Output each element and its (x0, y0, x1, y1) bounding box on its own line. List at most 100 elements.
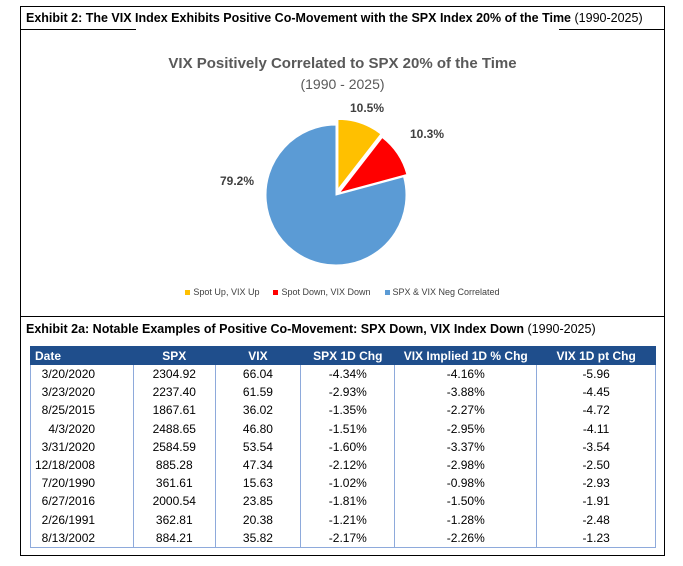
table-row: 8/25/2015 1867.61 36.02 -1.35% -2.27% -4.72 (29, 401, 656, 420)
table-cell: 2237.40 (133, 383, 216, 402)
pie-data-label-0: 10.5% (350, 101, 384, 115)
table-cell: -2.26% (394, 528, 538, 548)
table-cell: 2584.59 (133, 437, 216, 456)
table-row: 2/26/1991 362.81 20.38 -1.21% -1.28% -2.48 (29, 510, 656, 529)
table-cell: -1.02% (300, 474, 396, 493)
table-cell: -2.93 (536, 474, 656, 493)
exhibit-frame: Exhibit 2: The VIX Index Exhibits Positi… (20, 6, 665, 556)
table-cell: -4.16% (394, 364, 538, 384)
table-row: 7/20/1990 361.61 15.63 -1.02% -0.98% -2.93 (29, 474, 656, 493)
table-cell: 3/20/2020 (29, 364, 135, 384)
pie-data-label-2: 79.2% (220, 174, 254, 188)
column-header: SPX 1D Chg (300, 346, 396, 365)
table-cell: 885.28 (133, 455, 216, 475)
legend-label: SPX & VIX Neg Correlated (392, 287, 500, 297)
table-cell: 23.85 (214, 492, 302, 511)
title-rule-left (21, 29, 136, 30)
table-cell: -1.23 (536, 528, 656, 548)
table-cell: -2.48 (536, 510, 656, 529)
table-cell: -2.27% (394, 401, 538, 420)
table-cell: -1.60% (300, 437, 396, 456)
examples-table: Date SPX VIX SPX 1D Chg VIX Implied 1D % Chg… (29, 346, 656, 548)
column-header: VIX (214, 346, 302, 365)
table-cell: 1867.61 (133, 401, 216, 420)
table-header-row: Date SPX VIX SPX 1D Chg VIX Implied 1D % Chg… (29, 346, 656, 365)
table-row: 3/31/2020 2584.59 53.54 -1.60% -3.37% -3.54 (29, 437, 656, 456)
legend-item-1: Spot Down, VIX Down (273, 287, 371, 297)
table-cell: -1.51% (300, 419, 396, 438)
exhibit-2-title: Exhibit 2: The VIX Index Exhibits Positi… (26, 11, 643, 25)
table-cell: -3.54 (536, 437, 656, 456)
chart-legend: Spot Up, VIX Up Spot Down, VIX Down SPX & … (21, 287, 664, 297)
table-cell: -4.72 (536, 401, 656, 420)
table-cell: -2.93% (300, 383, 396, 402)
table-cell: 15.63 (214, 474, 302, 493)
table-cell: -1.21% (300, 510, 396, 529)
column-header: VIX Implied 1D % Chg (394, 346, 538, 365)
section-divider (21, 316, 664, 317)
column-header: Date (29, 346, 135, 365)
table-cell: 35.82 (214, 528, 302, 548)
legend-item-0: Spot Up, VIX Up (185, 287, 259, 297)
column-header: VIX 1D pt Chg (536, 346, 656, 365)
table-cell: 20.38 (214, 510, 302, 529)
chart-title: VIX Positively Correlated to SPX 20% of … (168, 55, 517, 72)
pie-chart: 10.5% 10.3% 79.2% (220, 101, 444, 266)
table-cell: 61.59 (214, 383, 302, 402)
chart-subtitle: (1990 - 2025) (300, 76, 385, 92)
column-header: SPX (133, 346, 216, 365)
table-cell: -3.37% (394, 437, 538, 456)
table-cell: -4.11 (536, 419, 656, 438)
title-rule-right (559, 29, 664, 30)
table-row: 8/13/2002 884.21 35.82 -2.17% -2.26% -1.23 (29, 528, 656, 548)
table-cell: 7/20/1990 (29, 474, 135, 493)
legend-item-2: SPX & VIX Neg Correlated (384, 287, 500, 297)
table-cell: -2.98% (394, 455, 538, 475)
table-cell: -2.12% (300, 455, 396, 475)
legend-label: Spot Down, VIX Down (281, 287, 371, 297)
table-cell: 3/31/2020 (29, 437, 135, 456)
table-cell: 8/25/2015 (29, 401, 135, 420)
table-cell: 8/13/2002 (29, 528, 135, 548)
pie-slice-2 (265, 124, 407, 266)
table-cell: 2000.54 (133, 492, 216, 511)
pie-slice-0 (337, 118, 382, 191)
table-cell: 6/27/2016 (29, 492, 135, 511)
table-cell: 4/3/2020 (29, 419, 135, 438)
table-cell: 36.02 (214, 401, 302, 420)
table-cell: 66.04 (214, 364, 302, 384)
pie-slice-1 (338, 136, 408, 194)
legend-swatch (185, 290, 191, 296)
table-cell: 3/23/2020 (29, 383, 135, 402)
table-cell: -1.28% (394, 510, 538, 529)
table-cell: -2.17% (300, 528, 396, 548)
pie-data-label-1: 10.3% (410, 127, 444, 141)
table-row: 12/18/2008 885.28 47.34 -2.12% -2.98% -2.50 (29, 455, 656, 475)
table-row: 3/20/2020 2304.92 66.04 -4.34% -4.16% -5.96 (29, 364, 656, 384)
legend-swatch (273, 290, 279, 296)
table-cell: -1.50% (394, 492, 538, 511)
table-cell: 12/18/2008 (29, 455, 135, 475)
table-cell: -5.96 (536, 364, 656, 384)
table-cell: 884.21 (133, 528, 216, 548)
table-cell: 2/26/1991 (29, 510, 135, 529)
table-cell: 361.61 (133, 474, 216, 493)
table-cell: -0.98% (394, 474, 538, 493)
table-cell: -2.50 (536, 455, 656, 475)
table-cell: -1.91 (536, 492, 656, 511)
table-cell: -4.45 (536, 383, 656, 402)
table-cell: 53.54 (214, 437, 302, 456)
table-cell: -1.81% (300, 492, 396, 511)
table-cell: -2.95% (394, 419, 538, 438)
table-cell: 362.81 (133, 510, 216, 529)
table-cell: 47.34 (214, 455, 302, 475)
table-cell: -4.34% (300, 364, 396, 384)
table-cell: 2304.92 (133, 364, 216, 384)
table-cell: 2488.65 (133, 419, 216, 438)
legend-label: Spot Up, VIX Up (193, 287, 260, 297)
exhibit-2a-title: Exhibit 2a: Notable Examples of Positive… (26, 322, 596, 336)
table-cell: -3.88% (394, 383, 538, 402)
table-row: 3/23/2020 2237.40 61.59 -2.93% -3.88% -4.45 (29, 383, 656, 402)
table-cell: 46.80 (214, 419, 302, 438)
table-row: 6/27/2016 2000.54 23.85 -1.81% -1.50% -1.91 (29, 492, 656, 511)
